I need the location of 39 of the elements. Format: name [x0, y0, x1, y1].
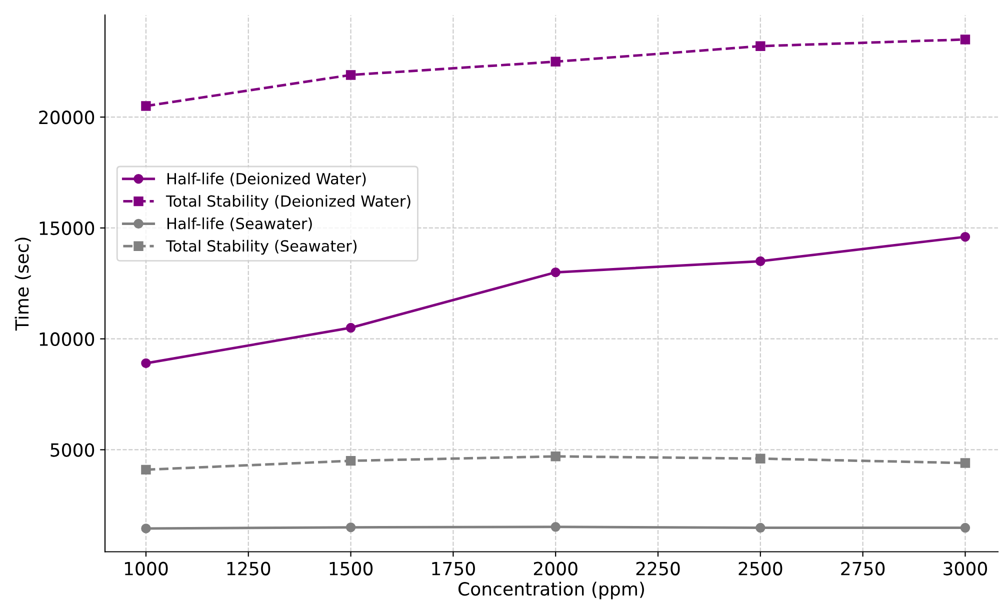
legend-label: Half-life (Seawater) — [167, 217, 312, 232]
x-tick-label: 2500 — [738, 562, 782, 576]
point — [550, 267, 560, 278]
point — [141, 358, 151, 368]
point — [960, 232, 970, 242]
x-tick-label: 2000 — [534, 562, 578, 576]
point — [960, 34, 970, 44]
y-tick-label: 10000 — [40, 332, 94, 346]
point — [960, 522, 970, 533]
y-tick-label: 20000 — [39, 110, 94, 124]
point — [141, 464, 151, 475]
point — [756, 256, 766, 266]
point — [346, 456, 356, 466]
x-tick-label: 1250 — [227, 562, 270, 576]
point — [141, 101, 151, 111]
point — [756, 454, 766, 464]
x-tick-label: 2250 — [636, 562, 680, 576]
y-axis-title: Time (sec) — [14, 238, 31, 331]
point — [346, 322, 356, 333]
point — [756, 41, 766, 51]
y-tick-label: 15000 — [40, 221, 94, 236]
legend-label: Half-life (Deionized Water) — [167, 172, 366, 186]
point — [960, 458, 970, 468]
y-tick-label: 5000 — [50, 443, 94, 457]
x-tick-label: 3000 — [944, 562, 988, 576]
point — [550, 452, 560, 462]
x-tick-label: 1500 — [330, 562, 373, 576]
x-axis-title: Concentration (ppm) — [458, 582, 644, 600]
point — [756, 522, 766, 533]
legend-label: Total Stability (Seawater) — [166, 240, 356, 255]
point — [550, 522, 560, 532]
point — [141, 524, 151, 534]
x-tick-label: 2750 — [841, 562, 885, 576]
point — [346, 522, 356, 532]
point — [550, 56, 560, 67]
point — [346, 70, 356, 80]
x-tick-label: 1000 — [124, 562, 168, 576]
x-tick-label: 1750 — [432, 562, 475, 576]
legend-label: Total Stability (Deionized Water) — [166, 195, 410, 210]
